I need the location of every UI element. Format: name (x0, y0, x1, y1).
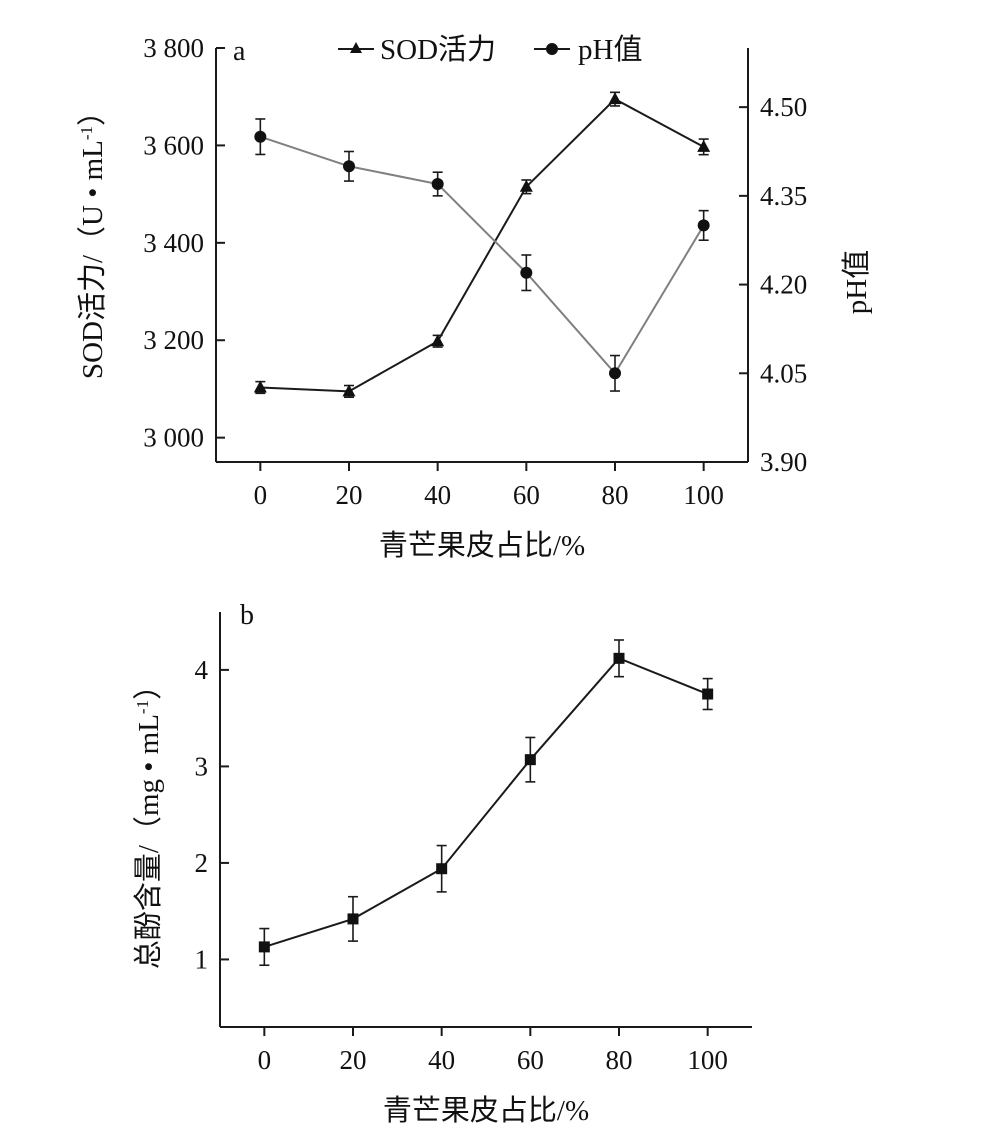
panel-a-ytick-label: 3 400 (143, 228, 204, 258)
panel-b-y-axis-title-close: ） (133, 671, 165, 700)
panel-b-series-0-point (436, 863, 448, 875)
panel-b-series-0-point (702, 688, 714, 700)
panel-a-ytick-label: 3 200 (143, 325, 204, 355)
legend-item-sod: SOD活力 (338, 33, 496, 66)
panel-b-ytick-label: 4 (195, 655, 209, 685)
panel-a-right-ticks: 3.90 4.05 4.20 4.35 4.50 (739, 92, 807, 477)
legend-sod-triangle-icon (350, 42, 362, 53)
panel-a-xtick-label: 0 (254, 480, 268, 510)
chart-panel-b: 1 2 3 4 0 20 40 60 80 100 b 青芒果皮占比/% 总酚含量/（mg • … (132, 600, 752, 1127)
panel-a-y2tick-label: 4.05 (760, 358, 807, 388)
panel-a-series-0-point (519, 179, 533, 192)
panel-a-xtick-label: 20 (336, 480, 363, 510)
panel-a-y-axis-title-main: SOD活力/（U • mL (76, 140, 109, 379)
panel-a-y2tick-label: 3.90 (760, 447, 807, 477)
panel-a-x-axis-title: 青芒果皮占比/% (379, 529, 585, 562)
panel-b-x-ticks: 0 20 40 60 80 100 (258, 1027, 728, 1075)
panel-a-left-ticks: 3 000 3 200 3 400 3 600 3 800 (143, 33, 225, 453)
panel-a-series-0-point (253, 380, 267, 393)
panel-a-axes (215, 48, 749, 463)
panel-b-series (258, 639, 714, 967)
panel-a-label: a (233, 36, 246, 67)
panel-b-label: b (240, 600, 254, 631)
panel-a-y-axis-title-close: ） (77, 97, 109, 126)
panel-b-series-0-point (613, 652, 625, 664)
legend-ph-label: pH值 (578, 33, 642, 66)
panel-b-x-axis-title: 青芒果皮占比/% (383, 1094, 589, 1127)
panel-a-y-axis-title-sup: -1 (77, 126, 96, 140)
panel-b-ytick-label: 1 (195, 944, 209, 974)
legend-ph-circle-icon (546, 43, 558, 55)
panel-a-y2tick-label: 4.35 (760, 181, 807, 211)
panel-a-series-0-point (697, 139, 711, 152)
panel-a-ytick-label: 3 600 (143, 130, 204, 160)
panel-a-series-1-point (431, 178, 444, 191)
panel-b-y-axis-title-main: 总酚含量/（mg • mL (132, 714, 165, 969)
panel-a-series (253, 91, 711, 399)
panel-b-series-0-point (258, 941, 270, 953)
panel-b-series-0-line (264, 657, 709, 948)
panel-a-right-axis-title: pH值 (840, 250, 873, 314)
panel-a-series-0-point (342, 384, 356, 397)
chart-panel-a: 3 000 3 200 3 400 3 600 3 800 3.90 4.05 4.20 4.… (76, 33, 873, 562)
panel-a-series-1-point (520, 266, 533, 279)
panel-a-xtick-label: 60 (513, 480, 540, 510)
panel-b-ytick-label: 3 (195, 751, 209, 781)
panel-a-y2tick-label: 4.50 (760, 92, 807, 122)
panel-a-legend: SOD活力 pH值 (338, 33, 642, 66)
panel-a-series-1-point (609, 367, 621, 380)
panel-a-ytick-label: 3 000 (143, 423, 204, 453)
panel-b-xtick-label: 0 (258, 1045, 272, 1075)
panel-b-y-axis-title-sup: -1 (133, 700, 152, 714)
panel-a-ytick-label: 3 800 (143, 33, 204, 63)
panel-a-series-0-point (431, 334, 445, 347)
panel-b-axes (219, 612, 752, 1028)
legend-sod-label: SOD活力 (380, 33, 496, 66)
panel-b-series-0-point (524, 754, 536, 766)
panel-b-xtick-label: 60 (517, 1045, 544, 1075)
legend-item-ph: pH值 (534, 33, 642, 66)
panel-a-y-axis-title: SOD活力/（U • mL-1） (76, 97, 109, 379)
panel-b-ytick-label: 2 (195, 848, 209, 878)
panel-a-series-0-point (608, 92, 622, 105)
panel-a-x-ticks: 0 20 40 60 80 100 (254, 462, 724, 510)
panel-a-series-0-line (260, 97, 705, 393)
panel-a-series-1-point (697, 219, 710, 232)
panel-a-xtick-label: 100 (683, 480, 724, 510)
panel-b-xtick-label: 80 (606, 1045, 633, 1075)
panel-a-series-1-line (260, 135, 705, 375)
panel-a-y2tick-label: 4.20 (760, 270, 807, 300)
panel-b-xtick-label: 100 (687, 1045, 728, 1075)
panel-b-y-axis-title: 总酚含量/（mg • mL-1） (132, 671, 165, 969)
panel-b-xtick-label: 20 (340, 1045, 367, 1075)
panel-a-xtick-label: 80 (602, 480, 629, 510)
panel-b-left-ticks: 1 2 3 4 (195, 655, 229, 974)
panel-a-series-1-point (254, 130, 267, 143)
panel-b-xtick-label: 40 (428, 1045, 455, 1075)
panel-b-series-0-point (347, 913, 359, 925)
panel-a-series-1-point (343, 160, 355, 173)
panel-a-xtick-label: 40 (424, 480, 451, 510)
